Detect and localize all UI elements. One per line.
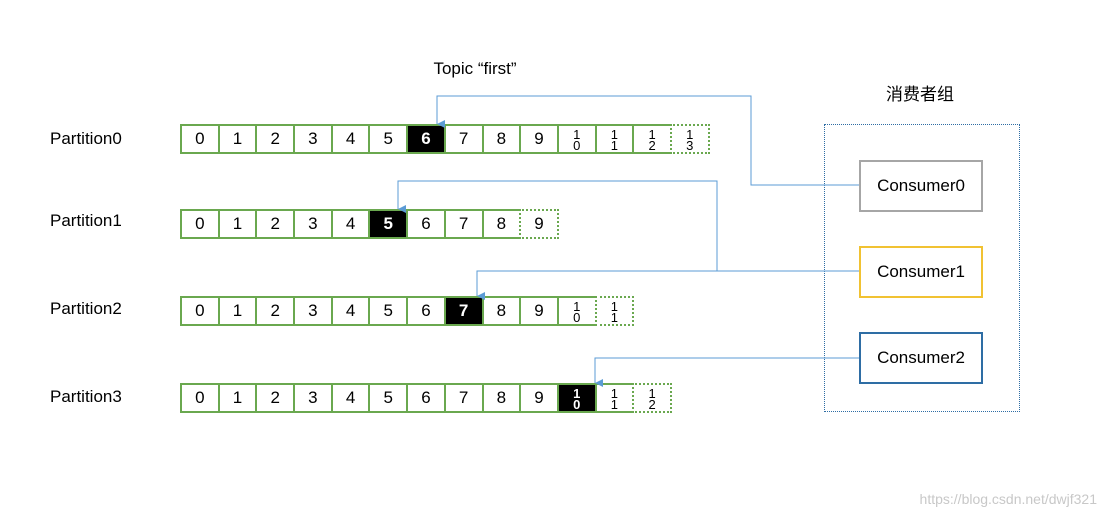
consumer-box-0: Consumer0 [859,160,983,212]
offset-cell: 2 [255,209,296,239]
consumer0-arrow [436,95,859,186]
partition-label-3: Partition3 [50,387,122,406]
consumer-box-2: Consumer2 [859,332,983,384]
offset-cell: 3 [293,209,333,239]
offset-cell: 6 [406,383,446,413]
consumer-box-1: Consumer1 [859,246,983,298]
offset-cell: 5 [368,296,409,326]
offset-cell: 8 [481,209,522,239]
offset-cell: 1 [217,209,258,239]
consumer2-arrow [594,357,859,387]
offset-cell: 8 [481,124,522,154]
offset-cell: 6 [406,124,446,154]
offset-cell: 9 [519,383,559,413]
consumer1-arrow-partition2 [476,270,859,300]
offset-cell: 0 [180,383,220,413]
offset-cell: 4 [330,209,371,239]
offset-cell: 5 [368,124,409,154]
offset-cell: 6 [406,296,446,326]
offset-cell: 7 [443,296,484,326]
offset-cell: 5 [368,209,409,239]
offset-cell: 2 [255,383,296,413]
partition-label-1: Partition1 [50,211,122,230]
offset-cell: 3 [293,124,333,154]
topic-title: Topic “first” [433,59,517,78]
offset-cell: 4 [330,296,371,326]
consumer-group-box [824,124,1020,412]
offset-cell: 7 [443,383,484,413]
offset-cell: 2 [255,296,296,326]
partition-label-2: Partition2 [50,299,122,318]
offset-cell: 9 [519,209,559,239]
consumer1-arrow [397,180,859,272]
offset-cell: 8 [481,296,522,326]
offset-cell: 7 [443,124,484,154]
offset-cell: 5 [368,383,409,413]
consumer-group-label: 消费者组 [886,85,954,105]
offset-cell: 0 [180,209,220,239]
partition-label-0: Partition0 [50,129,122,148]
watermark: https://blog.csdn.net/dwjf321 [919,491,1097,507]
